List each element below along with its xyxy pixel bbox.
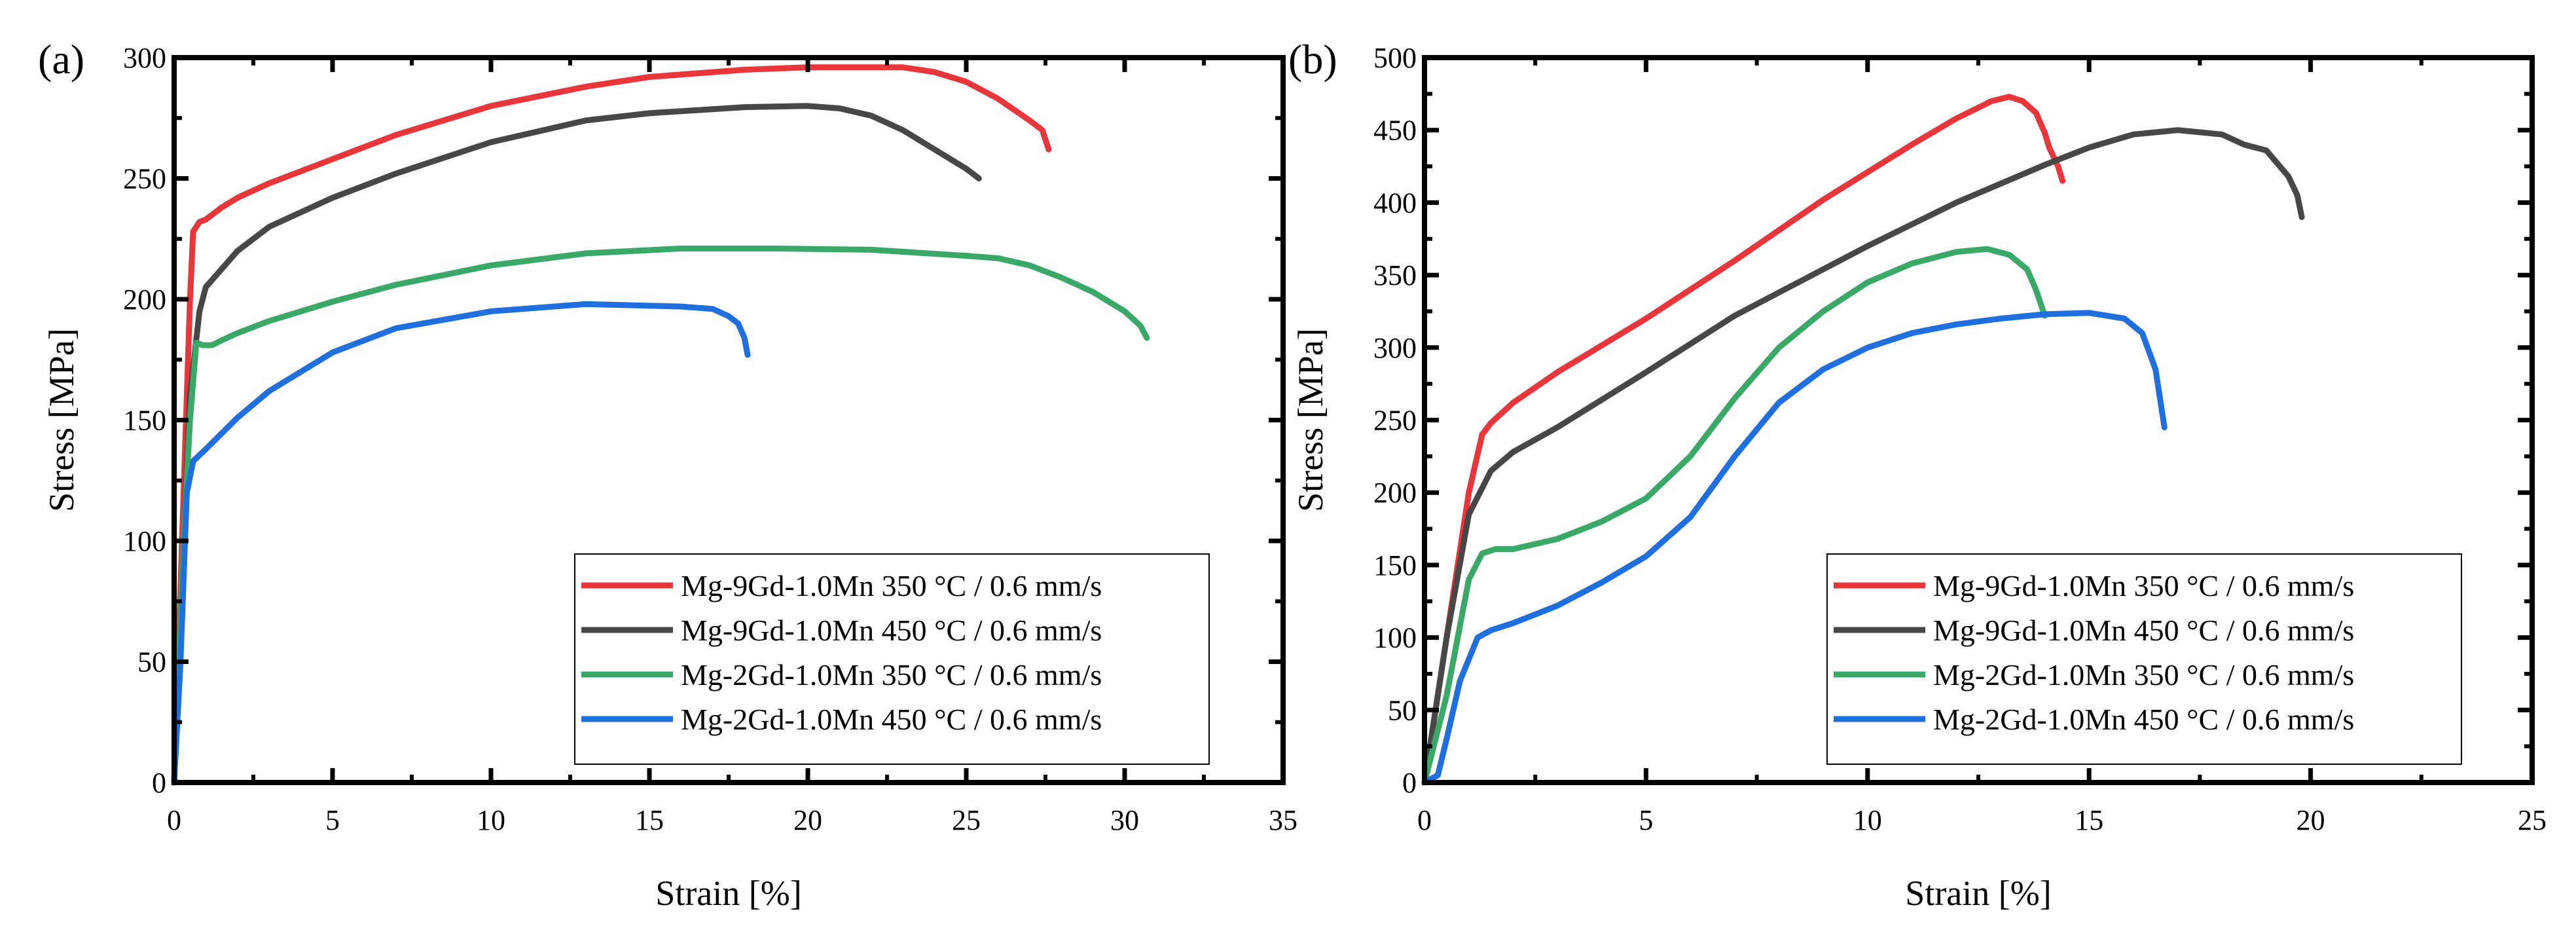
x-tick-label: 10 (477, 804, 505, 836)
legend-box (574, 553, 1210, 765)
x-tick-label: 20 (793, 804, 822, 836)
x-tick-label: 5 (1639, 804, 1653, 836)
series-line-0 (171, 64, 1052, 786)
legend-label: Mg-2Gd-1.0Mn 350 °C / 0.6 mm/s (681, 658, 1102, 692)
legend-box (1826, 553, 2462, 765)
legend: Mg-9Gd-1.0Mn 350 °C / 0.6 mm/s Mg-9Gd-1.0… (1826, 553, 2462, 765)
legend-label: Mg-9Gd-1.0Mn 350 °C / 0.6 mm/s (681, 569, 1102, 602)
y-tick-label: 0 (1402, 767, 1417, 799)
x-tick-label: 25 (952, 804, 981, 836)
y-tick-label: 100 (123, 525, 166, 557)
legend: Mg-9Gd-1.0Mn 350 °C / 0.6 mm/s Mg-9Gd-1.0… (574, 553, 1210, 765)
x-axis-title: Strain [%] (1905, 874, 2051, 913)
x-tick-label: 30 (1110, 804, 1139, 836)
y-tick-label: 50 (137, 646, 166, 678)
series-line-1 (171, 103, 982, 786)
x-tick-label: 10 (1853, 804, 1882, 836)
y-tick-label: 250 (1373, 405, 1417, 437)
y-tick-label: 100 (1373, 622, 1417, 654)
y-tick-label: 350 (1373, 259, 1417, 291)
series-line-3 (171, 301, 751, 786)
x-tick-label: 25 (2518, 804, 2547, 836)
y-tick-label: 150 (123, 405, 166, 437)
x-tick-label: 0 (167, 804, 181, 836)
x-tick-label: 15 (2075, 804, 2103, 836)
x-tick-label: 35 (1269, 804, 1297, 836)
x-axis-title: Strain [%] (655, 874, 801, 913)
panel-label: (b) (1288, 36, 1337, 83)
panel-label: (a) (38, 36, 84, 83)
legend-label: Mg-9Gd-1.0Mn 350 °C / 0.6 mm/s (1933, 569, 2354, 602)
legend-label: Mg-9Gd-1.0Mn 450 °C / 0.6 mm/s (1933, 614, 2354, 647)
series-line-0 (1421, 94, 2066, 786)
legend-label: Mg-2Gd-1.0Mn 450 °C / 0.6 mm/s (1933, 703, 2354, 736)
y-tick-label: 450 (1373, 115, 1417, 147)
y-tick-label: 250 (123, 163, 166, 195)
y-tick-label: 300 (123, 42, 166, 74)
x-tick-label: 20 (2296, 804, 2325, 836)
legend-label: Mg-9Gd-1.0Mn 450 °C / 0.6 mm/s (681, 614, 1102, 647)
x-tick-label: 15 (635, 804, 664, 836)
series-line-1 (1421, 127, 2305, 786)
y-tick-label: 150 (1373, 549, 1417, 581)
y-axis-title: Stress [MPa] (42, 328, 81, 512)
y-tick-label: 500 (1373, 42, 1417, 74)
x-tick-label: 0 (1417, 804, 1432, 836)
chart-panel-b: 0 5 10 15 20 25050100150200250300350400450500… (1288, 36, 2547, 913)
x-tick-label: 5 (325, 804, 340, 836)
y-tick-label: 50 (1388, 694, 1417, 726)
y-tick-label: 0 (152, 767, 166, 799)
series-line-3 (1421, 310, 2168, 786)
y-tick-label: 200 (123, 284, 166, 316)
legend-label: Mg-2Gd-1.0Mn 350 °C / 0.6 mm/s (1933, 658, 2354, 692)
series-line-2 (1421, 246, 2048, 786)
series-line-2 (171, 246, 1150, 786)
y-axis-title: Stress [MPa] (1291, 328, 1330, 512)
y-tick-label: 200 (1373, 477, 1417, 509)
y-tick-label: 400 (1373, 187, 1417, 219)
chart-panel-a: 0 5 10 15 20 25 30 35 0 50 100 150 200 250 300 Strain [… (38, 36, 1297, 913)
legend-label: Mg-2Gd-1.0Mn 450 °C / 0.6 mm/s (681, 703, 1102, 736)
y-tick-label: 300 (1373, 332, 1417, 364)
